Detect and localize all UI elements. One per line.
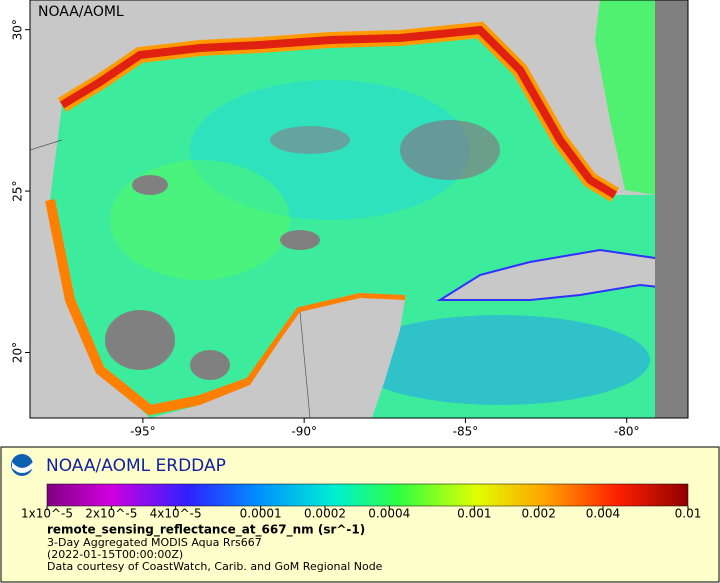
cuba xyxy=(436,248,688,301)
colorbar-tick-label: 0.002 xyxy=(521,507,555,521)
atlantic xyxy=(595,0,655,195)
y-tick-label: 20° xyxy=(11,342,25,363)
no-data xyxy=(280,230,320,250)
colorbar-tick-label: 2x10^-5 xyxy=(85,507,137,521)
no-data xyxy=(400,120,500,180)
colorbar-tick-label: 1x10^-5 xyxy=(21,507,73,521)
info-line: 3-Day Aggregated MODIS Aqua Rrs667 xyxy=(47,536,262,549)
info-line: (2022-01-15T00:00:00Z) xyxy=(47,548,183,561)
watermark: NOAA/AOML xyxy=(38,4,124,20)
legend-title: NOAA/AOML ERDDAP xyxy=(46,456,226,476)
colorbar-tick-label: 0.0002 xyxy=(304,507,346,521)
map-frame xyxy=(29,0,689,419)
colorbar-tick-label: 4x10^-5 xyxy=(150,507,202,521)
colorbar-tick-label: 0.0004 xyxy=(368,507,410,521)
x-tick-label: -95° xyxy=(130,425,156,439)
y-tick-label: 30° xyxy=(11,19,25,40)
no-data xyxy=(132,175,168,195)
no-data xyxy=(105,310,175,370)
border xyxy=(299,311,311,418)
y-tick-label: 25° xyxy=(11,180,25,201)
colorbar-tick-label: 0.0001 xyxy=(240,507,282,521)
x-tick-label: -85° xyxy=(453,425,479,439)
colorbar-tick-label: 0.001 xyxy=(457,507,491,521)
sea-variation xyxy=(110,160,290,280)
colorbar-tick-label: 0.004 xyxy=(586,507,620,521)
sea-variation xyxy=(350,315,650,405)
info-line: Data courtesy of CoastWatch, Carib. and … xyxy=(47,560,383,573)
colorbar-tick-label: 0.01 xyxy=(675,507,702,521)
no-data-strip xyxy=(655,0,688,418)
border xyxy=(30,139,63,151)
coastal-signal xyxy=(59,25,618,199)
no-data xyxy=(190,350,230,380)
colorbar xyxy=(46,483,689,507)
legend-panel xyxy=(0,446,720,583)
noaa-logo-swoosh xyxy=(12,462,33,473)
x-tick-label: -80° xyxy=(614,425,640,439)
x-tick-label: -90° xyxy=(291,425,317,439)
yucatan xyxy=(150,298,405,418)
no-data xyxy=(270,126,350,154)
variable-name: remote_sensing_reflectance_at_667_nm (sr… xyxy=(47,523,365,538)
map-image: NOAA/AOML xyxy=(30,0,688,418)
